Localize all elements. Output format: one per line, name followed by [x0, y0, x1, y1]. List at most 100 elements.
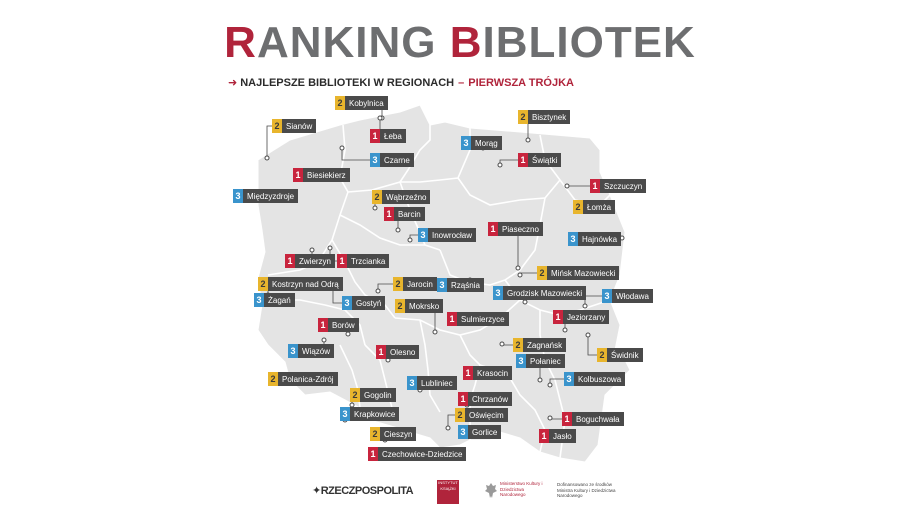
- library-label: 1 Świątki: [518, 153, 562, 167]
- location-dot: [585, 332, 591, 338]
- rank-badge: 1: [293, 168, 303, 182]
- rzeczpospolita-logo: ✦RZECZPOSPOLITA: [312, 485, 414, 497]
- library-name: Kobylnica: [345, 96, 388, 110]
- library-name: Włodawa: [612, 289, 653, 303]
- library-name: Jasło: [549, 429, 576, 443]
- library-name: Rząśnia: [447, 278, 484, 292]
- location-dot: [321, 337, 327, 343]
- library-label: 1 Boguchwała: [562, 412, 624, 426]
- location-dot: [515, 265, 521, 271]
- library-label: 3 Inowrocław: [418, 228, 477, 242]
- rank-badge: 3: [370, 153, 380, 167]
- library-label: 2 Bisztynek: [518, 110, 571, 124]
- library-name: Łeba: [380, 129, 406, 143]
- library-label: 3 Gorlice: [458, 425, 502, 439]
- location-dot: [547, 382, 553, 388]
- library-name: Czechowice-Dziedzice: [378, 447, 467, 461]
- rank-badge: 1: [370, 129, 380, 143]
- library-name: Inowrocław: [428, 228, 477, 242]
- library-name: Hajnówka: [578, 232, 622, 246]
- library-name: Morąg: [471, 136, 502, 150]
- library-name: Żagań: [264, 293, 295, 307]
- rank-badge: 3: [602, 289, 612, 303]
- library-label: 3 Morąg: [461, 136, 502, 150]
- library-label: 3 Międzyzdroje: [233, 189, 299, 203]
- rank-badge: 3: [516, 354, 526, 368]
- location-dot: [522, 299, 528, 305]
- library-name: Olesno: [386, 345, 420, 359]
- library-name: Gostyń: [352, 296, 386, 310]
- library-name: Zwierzyn: [295, 254, 336, 268]
- library-name: Kostrzyn nad Odrą: [268, 277, 343, 291]
- leader-line: [587, 335, 597, 356]
- location-dot: [499, 341, 505, 347]
- library-label: 2 Kobylnica: [335, 96, 388, 110]
- library-name: Łomża: [583, 200, 616, 214]
- library-label: 2 Cieszyn: [370, 427, 417, 441]
- library-name: Oświęcim: [465, 408, 508, 422]
- library-name: Jarocin: [403, 277, 437, 291]
- location-dot: [407, 237, 413, 243]
- rank-badge: 2: [268, 372, 278, 386]
- rank-badge: 2: [537, 266, 547, 280]
- rank-badge: 3: [564, 372, 574, 386]
- library-name: Szczuczyn: [600, 179, 647, 193]
- rank-badge: 2: [455, 408, 465, 422]
- library-label: 1 Jeziorzany: [553, 310, 610, 324]
- location-dot: [547, 415, 553, 421]
- library-label: 2 Oświęcim: [455, 408, 508, 422]
- library-label: 1 Borów: [318, 318, 359, 332]
- rank-badge: 1: [590, 179, 600, 193]
- rank-badge: 1: [553, 310, 563, 324]
- library-label: 1 Trzcianka: [337, 254, 390, 268]
- rank-badge: 2: [272, 119, 282, 133]
- library-label: 3 Krapkowice: [340, 407, 400, 421]
- library-label: 1 Piaseczno: [488, 222, 543, 236]
- rank-badge: 3: [288, 344, 298, 358]
- rank-badge: 2: [372, 190, 382, 204]
- partner-logos: ✦RZECZPOSPOLITA INSTYTUT KSIĄŻKI Ministe…: [0, 478, 920, 508]
- library-label: 1 Zwierzyn: [285, 254, 336, 268]
- ministry-logo-text: Ministerstwo Kultury i Dziedzictwa Narod…: [500, 481, 543, 497]
- library-name: Polanica-Zdrój: [278, 372, 338, 386]
- library-label: 3 Lubliniec: [407, 376, 457, 390]
- rank-badge: 2: [393, 277, 403, 291]
- library-label: 3 Połaniec: [516, 354, 565, 368]
- library-label: 2 Wąbrzeźno: [372, 190, 431, 204]
- leader-line: [266, 125, 272, 158]
- library-label: 3 Gostyń: [342, 296, 386, 310]
- rank-badge: 3: [458, 425, 468, 439]
- library-name: Międzyzdroje: [243, 189, 299, 203]
- rank-badge: 2: [597, 348, 607, 362]
- eagle-mark-icon: ✦: [312, 485, 321, 497]
- rank-badge: 3: [568, 232, 578, 246]
- rank-badge: 1: [539, 429, 549, 443]
- instytut-ksiazki-logo: INSTYTUT KSIĄŻKI: [437, 480, 459, 504]
- library-name: Trzcianka: [347, 254, 390, 268]
- library-label: 1 Szczuczyn: [590, 179, 647, 193]
- library-label: 2 Łomża: [573, 200, 616, 214]
- library-label: 3 Kolbuszowa: [564, 372, 626, 386]
- library-label: 1 Barcin: [384, 207, 425, 221]
- location-dot: [377, 115, 383, 121]
- library-name: Świdnik: [607, 348, 643, 362]
- location-dot: [309, 247, 315, 253]
- page-subtitle: ➜ NAJLEPSZE BIBLIOTEKI W REGIONACH – PIERWS…: [228, 77, 574, 89]
- location-dot: [517, 272, 523, 278]
- cofinanced-note: Dofinansowano ze środków Ministra Kultur…: [557, 482, 616, 498]
- location-dot: [445, 425, 451, 431]
- location-dot: [562, 327, 568, 333]
- location-dot: [339, 145, 345, 151]
- library-label: 3 Grodzisk Mazowiecki: [493, 286, 587, 300]
- library-label: 1 Czechowice-Dziedzice: [368, 447, 467, 461]
- rank-badge: 3: [418, 228, 428, 242]
- library-name: Połaniec: [526, 354, 565, 368]
- library-label: 2 Mokrsko: [395, 299, 444, 313]
- library-name: Jeziorzany: [563, 310, 610, 324]
- rank-badge: 2: [518, 110, 528, 124]
- leader-line: [341, 148, 370, 161]
- rank-badge: 2: [513, 338, 523, 352]
- library-name: Boguchwała: [572, 412, 624, 426]
- library-name: Borów: [328, 318, 359, 332]
- library-label: 3 Żagań: [254, 293, 295, 307]
